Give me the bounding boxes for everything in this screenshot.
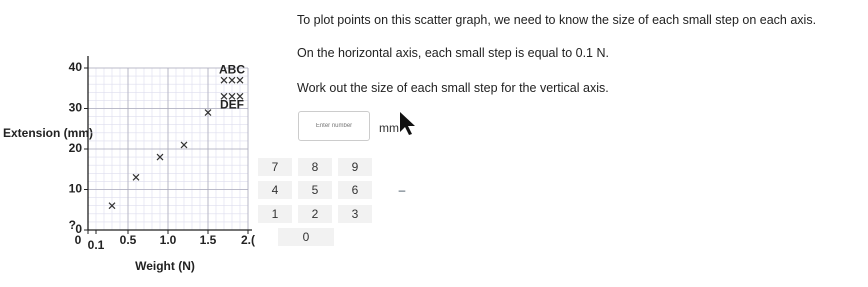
y-tick-label: 20 (69, 141, 83, 155)
point (220, 76, 228, 84)
point (132, 173, 140, 181)
x-axis-label: Weight (N) (135, 259, 195, 273)
y-axis-label: Extension (mm) (3, 126, 93, 140)
x-tick-label: 1.5 (200, 233, 217, 247)
point (228, 76, 236, 84)
y-tick-label: 10 (69, 182, 83, 196)
point (220, 92, 228, 100)
y-tick-label: 30 (69, 101, 83, 115)
x-tick-label: 0.5 (120, 233, 137, 247)
annotation: ? (69, 218, 76, 232)
key[interactable]: 7 (258, 158, 292, 176)
key[interactable]: 9 (338, 158, 372, 176)
y-tick-label: 40 (69, 60, 83, 74)
key[interactable]: 2 (298, 205, 332, 223)
point (156, 153, 164, 161)
question-text: Work out the size of each small step for… (297, 81, 609, 95)
intro-text: To plot points on this scatter graph, we… (297, 13, 817, 27)
point (228, 92, 236, 100)
point (204, 109, 212, 116)
key[interactable]: 8 (298, 158, 332, 176)
key[interactable]: 3 (338, 205, 372, 223)
x-tick-label: 0 (75, 233, 82, 247)
x-tick-label: 1.0 (160, 233, 177, 247)
horizontal-text: On the horizontal axis, each small step … (297, 46, 609, 60)
point (236, 76, 244, 84)
key[interactable]: – (385, 181, 419, 199)
annotation: DEF (220, 98, 244, 112)
answer-input[interactable] (298, 111, 370, 141)
point (180, 141, 188, 149)
key[interactable]: 1 (258, 205, 292, 223)
x-tick-label: 0.1 (88, 238, 105, 252)
unit: mm (379, 121, 399, 135)
key[interactable]: 5 (298, 181, 332, 199)
key[interactable]: 6 (338, 181, 372, 199)
point (236, 92, 244, 100)
annotation: ABC (219, 62, 245, 76)
x-tick-label: 2.( (241, 233, 255, 247)
point (108, 202, 116, 210)
cursor (400, 112, 415, 135)
key[interactable]: 4 (258, 181, 292, 199)
chart: Extension (mm) Weight (N) 0 10 20 30 40 0 0.1 0… (3, 56, 255, 273)
key[interactable]: 0 (278, 228, 334, 246)
y-tick-label: 0 (75, 222, 82, 236)
